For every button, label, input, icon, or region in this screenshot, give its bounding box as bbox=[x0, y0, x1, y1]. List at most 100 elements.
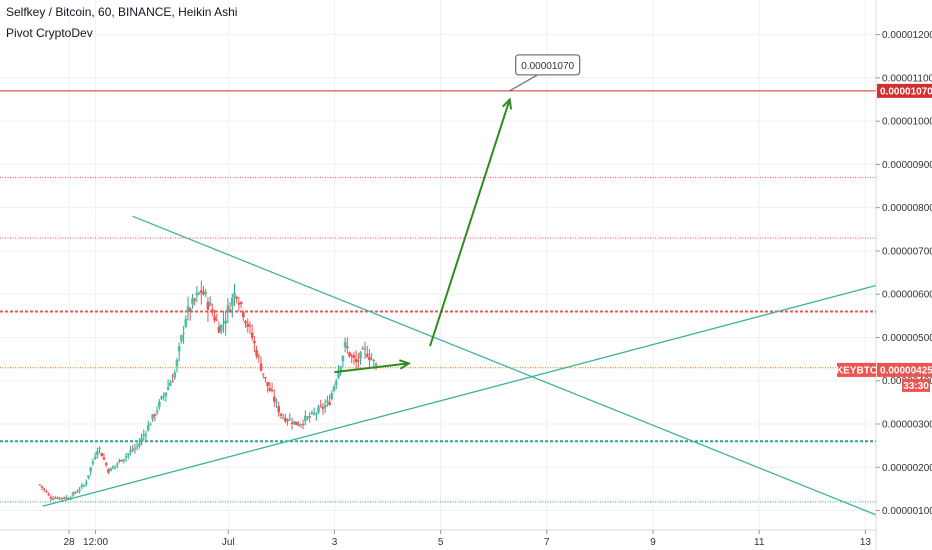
target-callout[interactable]: 0.00001070 bbox=[509, 54, 581, 92]
candle-body bbox=[80, 485, 84, 488]
candle-body bbox=[328, 402, 331, 405]
candle-body bbox=[84, 481, 88, 484]
candle-body bbox=[91, 461, 95, 464]
time-tick-label: Jul bbox=[222, 537, 235, 548]
candle-body bbox=[71, 492, 75, 496]
time-tick-label: 7 bbox=[544, 537, 550, 548]
price-tick-label: 0.00000900 bbox=[882, 160, 932, 171]
arrow-head-1 bbox=[502, 97, 513, 110]
price-axis[interactable]: 0.00001200 0.00001100 0.00001000 0.00000900… bbox=[875, 0, 932, 550]
countdown-text: 33:30 bbox=[903, 381, 929, 392]
candle-body bbox=[317, 407, 320, 412]
candle-body bbox=[129, 450, 132, 453]
price-tick-label: 0.00000200 bbox=[882, 463, 932, 474]
candle-body bbox=[120, 460, 123, 462]
candle-body bbox=[357, 360, 360, 362]
candle-body bbox=[184, 319, 188, 327]
candle-body bbox=[155, 410, 159, 413]
candle-body bbox=[182, 332, 185, 334]
resistance-price-tag bbox=[877, 83, 932, 98]
candle-body bbox=[171, 381, 174, 383]
candle-body bbox=[138, 443, 141, 446]
candle-body bbox=[135, 446, 139, 448]
candle-body bbox=[239, 302, 243, 304]
candle-body bbox=[180, 335, 183, 342]
candle-body bbox=[157, 401, 161, 408]
candle-body bbox=[149, 424, 152, 426]
candle-body bbox=[118, 460, 121, 462]
candle-body bbox=[204, 292, 208, 295]
candle-body bbox=[58, 497, 62, 499]
trendlines[interactable] bbox=[42, 215, 877, 516]
resistance-price-text: 0.00001070 bbox=[880, 86, 932, 97]
candle-body bbox=[38, 484, 42, 486]
candle-body bbox=[348, 352, 351, 357]
candle-body bbox=[244, 320, 247, 324]
candle-body bbox=[60, 497, 64, 499]
candle-body bbox=[230, 297, 234, 306]
candle-body bbox=[191, 298, 194, 305]
time-tick-label: 11 bbox=[754, 537, 765, 548]
trendline-0 bbox=[132, 215, 877, 516]
arrow-shaft-0 bbox=[334, 362, 409, 374]
countdown-tag bbox=[902, 378, 930, 392]
candle-body bbox=[219, 325, 223, 331]
candle-body bbox=[323, 405, 327, 408]
time-tick-label: 13 bbox=[860, 537, 872, 548]
arrow-head-0 bbox=[399, 359, 412, 370]
candle-body bbox=[144, 433, 148, 435]
candle-body bbox=[197, 292, 201, 294]
candle-body bbox=[51, 498, 55, 500]
candle-body bbox=[146, 425, 150, 431]
candle-body bbox=[186, 306, 190, 313]
projection-arrows[interactable] bbox=[334, 97, 513, 374]
candle-body bbox=[268, 387, 272, 392]
candle-body bbox=[261, 373, 265, 375]
candle-body bbox=[54, 497, 57, 499]
candle-body bbox=[62, 497, 66, 499]
candle-body bbox=[226, 305, 230, 312]
candle-body bbox=[350, 355, 354, 357]
candle-body bbox=[208, 302, 212, 306]
candle-body bbox=[237, 302, 241, 305]
callout-box bbox=[515, 54, 581, 76]
price-tags: 0.00001070 KEYBTC 0.00000425 33:30 bbox=[836, 83, 932, 392]
candle-body bbox=[195, 292, 199, 296]
candle-body bbox=[160, 396, 163, 399]
candle-body bbox=[286, 419, 289, 421]
candle-body bbox=[290, 422, 294, 425]
candle-body bbox=[270, 389, 274, 391]
candle-body bbox=[354, 359, 358, 363]
candle-body bbox=[334, 381, 338, 386]
indicator-label[interactable]: Pivot CryptoDev bbox=[6, 26, 93, 40]
candle-body bbox=[102, 457, 106, 460]
candle-body bbox=[47, 493, 50, 495]
candle-body bbox=[115, 463, 119, 465]
candle-body bbox=[253, 340, 256, 344]
candle-body bbox=[206, 301, 210, 310]
candle-body bbox=[40, 486, 44, 488]
candle-body bbox=[222, 322, 225, 324]
candle-body bbox=[337, 371, 340, 378]
candle-body bbox=[175, 360, 179, 367]
candle-body bbox=[315, 413, 318, 415]
candle-body bbox=[372, 360, 376, 362]
candle-body bbox=[89, 467, 92, 472]
candle-body bbox=[273, 396, 276, 402]
candle-body bbox=[78, 489, 81, 491]
candle-body bbox=[297, 425, 300, 427]
candle-body bbox=[49, 497, 53, 499]
candle-body bbox=[312, 413, 316, 415]
price-tick-label: 0.00000700 bbox=[882, 246, 932, 257]
candle-body bbox=[343, 341, 347, 348]
candle-body bbox=[109, 468, 112, 472]
candle-body bbox=[42, 488, 46, 490]
candle-body bbox=[45, 491, 48, 493]
time-tick-label: 28 bbox=[63, 537, 75, 548]
candle-body bbox=[363, 348, 367, 350]
candle-body bbox=[107, 469, 110, 473]
time-axis[interactable]: 28 12:00 Jul 3 5 7 9 11 13 bbox=[0, 529, 876, 548]
symbol-tag bbox=[837, 362, 876, 377]
time-tick-label: 12:00 bbox=[83, 537, 108, 548]
